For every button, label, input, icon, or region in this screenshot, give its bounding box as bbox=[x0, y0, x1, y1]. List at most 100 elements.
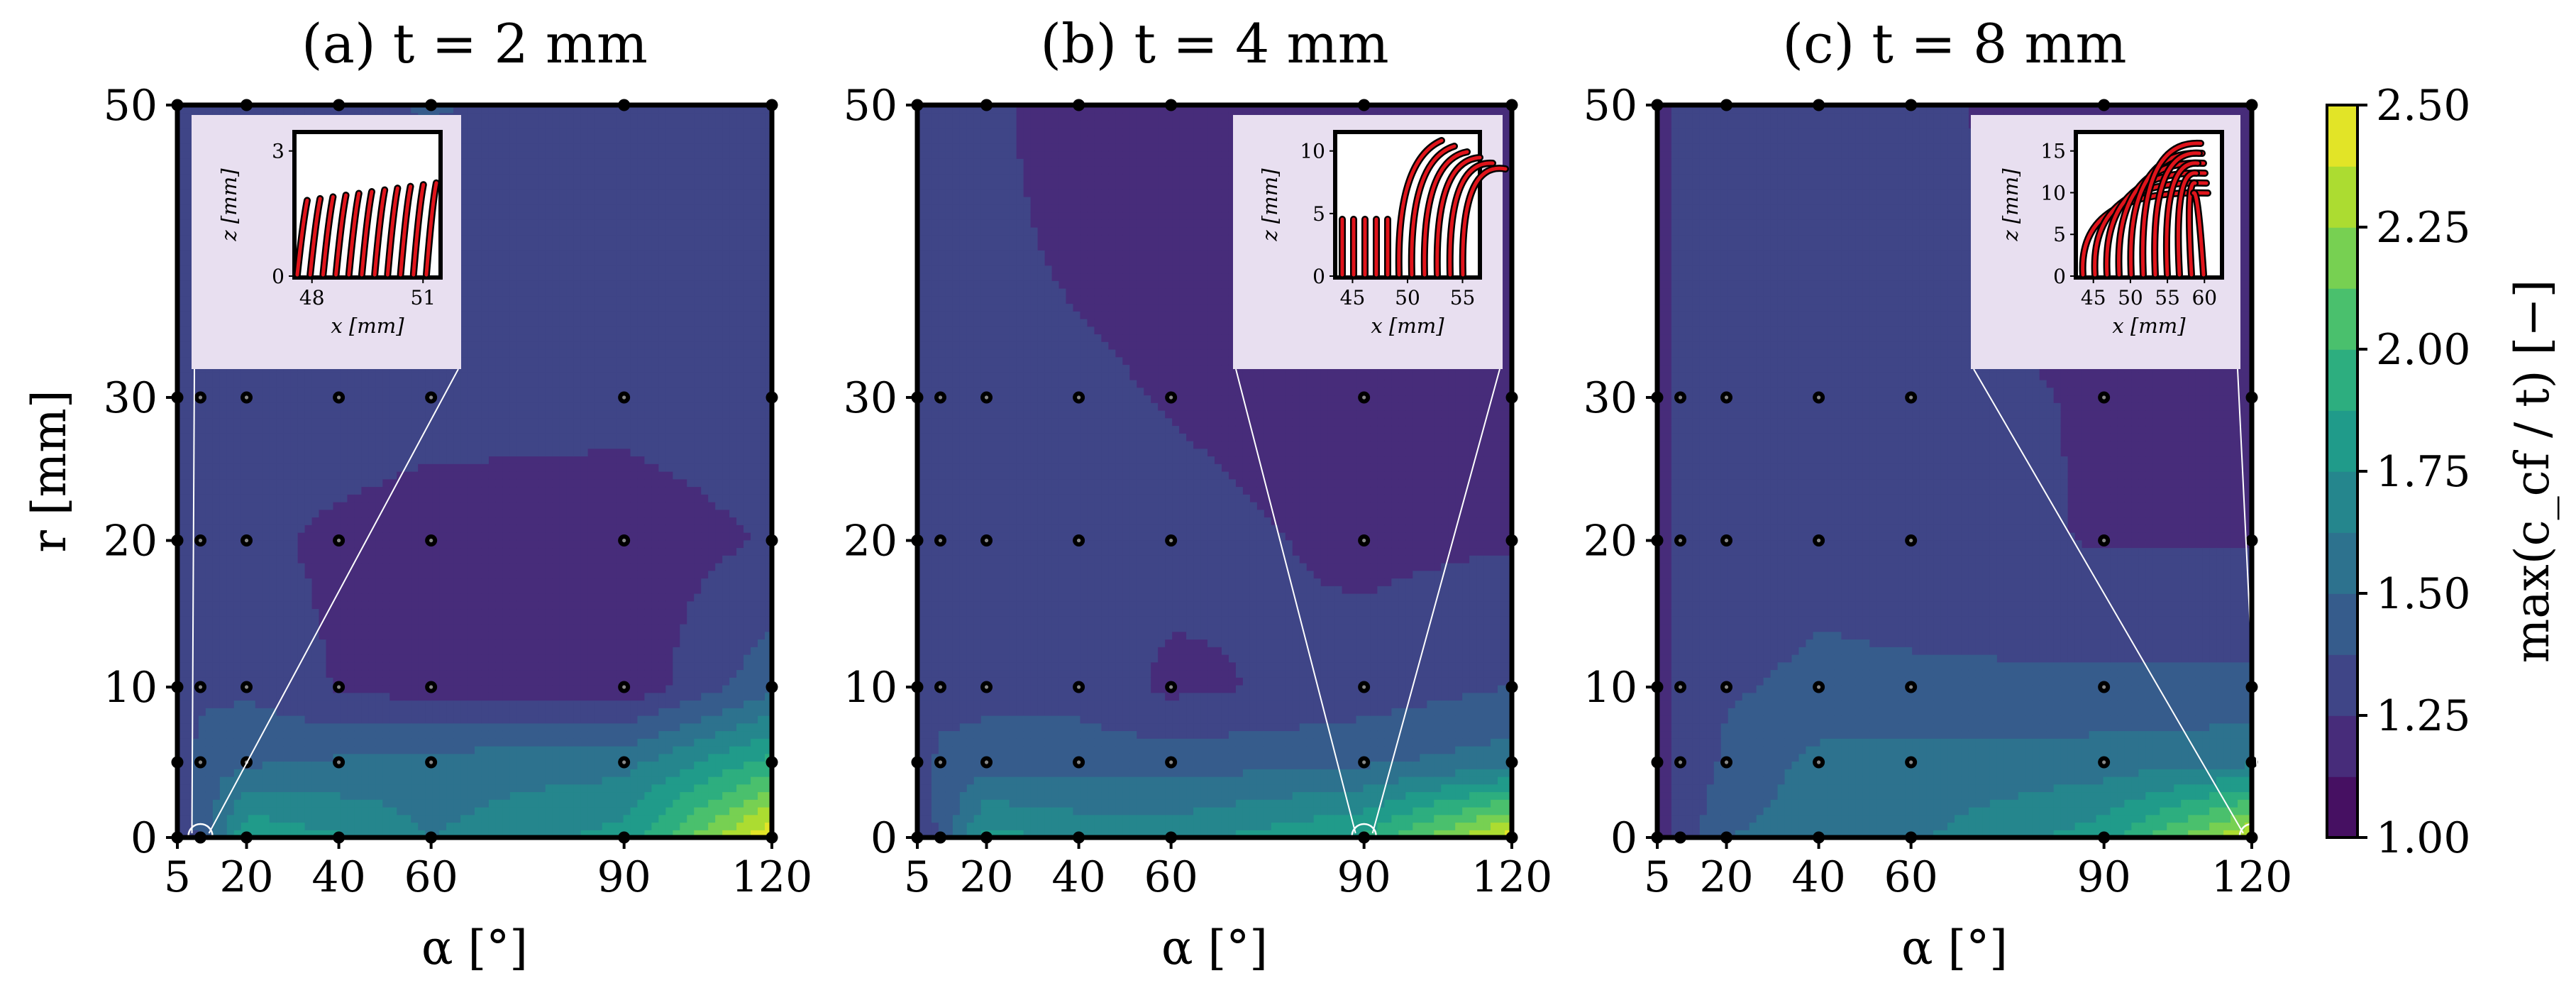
contour-cell bbox=[220, 769, 228, 776]
contour-cell bbox=[284, 517, 292, 525]
contour-cell bbox=[199, 593, 206, 601]
contour-cell bbox=[241, 731, 249, 739]
contour-cell bbox=[220, 372, 228, 380]
contour-cell bbox=[291, 624, 299, 632]
contour-cell bbox=[192, 555, 199, 563]
contour-cell bbox=[241, 807, 249, 815]
contour-cell bbox=[227, 609, 235, 617]
contour-cell bbox=[255, 525, 263, 532]
contour-cell bbox=[227, 449, 235, 456]
contour-cell bbox=[227, 441, 235, 449]
contour-cell bbox=[213, 487, 221, 495]
contour-cell bbox=[270, 609, 277, 617]
contour-cell bbox=[184, 341, 192, 349]
contour-cell bbox=[234, 380, 242, 388]
contour-cell bbox=[262, 532, 270, 540]
contour-cell bbox=[262, 586, 270, 593]
contour-cell bbox=[184, 189, 192, 197]
contour-cell bbox=[220, 784, 228, 792]
contour-cell bbox=[284, 586, 292, 593]
contour-cell bbox=[220, 410, 228, 418]
contour-cell bbox=[262, 410, 270, 418]
contour-cell bbox=[184, 441, 192, 449]
contour-cell bbox=[213, 647, 221, 654]
contour-cell bbox=[284, 754, 292, 762]
contour-cell bbox=[220, 754, 228, 762]
contour-cell bbox=[241, 776, 249, 784]
contour-cell bbox=[277, 639, 284, 647]
contour-cell bbox=[291, 548, 299, 556]
contour-cell bbox=[255, 746, 263, 754]
contour-cell bbox=[227, 410, 235, 418]
contour-cell bbox=[248, 426, 256, 434]
contour-cell bbox=[277, 517, 284, 525]
contour-cell bbox=[234, 372, 242, 380]
contour-cell bbox=[277, 380, 284, 388]
contour-cell bbox=[206, 441, 214, 449]
contour-cell bbox=[248, 571, 256, 578]
contour-cell bbox=[248, 708, 256, 715]
contour-cell bbox=[241, 548, 249, 556]
contour-cell bbox=[277, 402, 284, 410]
contour-cell bbox=[248, 632, 256, 639]
contour-cell bbox=[199, 494, 206, 502]
contour-cell bbox=[184, 540, 192, 548]
contour-cell bbox=[199, 578, 206, 586]
contour-cell bbox=[184, 593, 192, 601]
contour-cell bbox=[277, 754, 284, 762]
contour-cell bbox=[255, 708, 263, 715]
contour-cell bbox=[234, 701, 242, 708]
contour-cell bbox=[213, 418, 221, 426]
contour-cell bbox=[255, 762, 263, 769]
contour-cell bbox=[234, 647, 242, 654]
contour-cell bbox=[284, 555, 292, 563]
contour-cell bbox=[227, 395, 235, 403]
contour-cell bbox=[248, 715, 256, 723]
contour-cell bbox=[262, 639, 270, 647]
contour-cell bbox=[206, 670, 214, 678]
contour-cell bbox=[220, 609, 228, 617]
contour-cell bbox=[206, 738, 214, 746]
contour-cell bbox=[262, 647, 270, 654]
contour-cell bbox=[184, 746, 192, 754]
contour-cell bbox=[248, 563, 256, 571]
contour-cell bbox=[184, 708, 192, 715]
contour-cell bbox=[206, 456, 214, 464]
contour-cell bbox=[284, 456, 292, 464]
contour-cell bbox=[255, 471, 263, 479]
contour-cell bbox=[227, 815, 235, 823]
contour-cell bbox=[213, 578, 221, 586]
contour-cell bbox=[234, 662, 242, 670]
contour-cell bbox=[291, 715, 299, 723]
contour-cell bbox=[184, 693, 192, 701]
contour-cell bbox=[248, 776, 256, 784]
contour-cell bbox=[248, 701, 256, 708]
contour-cell bbox=[227, 693, 235, 701]
contour-cell bbox=[262, 418, 270, 426]
contour-cell bbox=[248, 410, 256, 418]
contour-cell bbox=[277, 571, 284, 578]
contour-cell bbox=[255, 402, 263, 410]
contour-cell bbox=[213, 784, 221, 792]
contour-cell bbox=[220, 792, 228, 800]
contour-cell bbox=[192, 449, 199, 456]
contour-cell bbox=[277, 502, 284, 510]
contour-cell bbox=[184, 762, 192, 769]
contour-cell bbox=[234, 441, 242, 449]
contour-cell bbox=[248, 380, 256, 388]
contour-cell bbox=[234, 632, 242, 639]
contour-cell bbox=[206, 639, 214, 647]
contour-cell bbox=[255, 548, 263, 556]
contour-cell bbox=[199, 647, 206, 654]
contour-cell bbox=[192, 441, 199, 449]
contour-cell bbox=[184, 677, 192, 685]
contour-cell bbox=[213, 769, 221, 776]
contour-cell bbox=[213, 525, 221, 532]
contour-cell bbox=[206, 701, 214, 708]
contour-cell bbox=[255, 784, 263, 792]
contour-cell bbox=[199, 463, 206, 471]
contour-cell bbox=[277, 456, 284, 464]
contour-cell bbox=[248, 769, 256, 776]
contour-cell bbox=[255, 449, 263, 456]
contour-cell bbox=[284, 662, 292, 670]
